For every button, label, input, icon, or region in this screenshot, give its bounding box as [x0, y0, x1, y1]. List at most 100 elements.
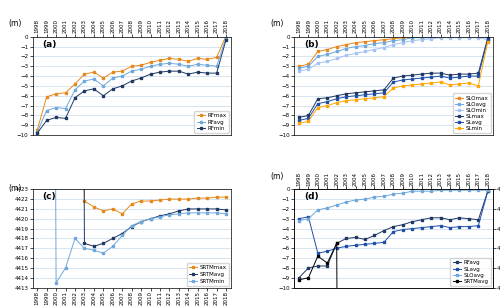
SLavg [466, 74, 472, 78]
RFmax [110, 70, 116, 74]
SLavg [352, 244, 358, 247]
SRTMavg [214, 207, 220, 211]
SRTMmin [214, 211, 220, 215]
SLmax [306, 114, 312, 117]
SLOavg [456, 35, 462, 39]
SRTMmax [186, 197, 192, 201]
SLmin [438, 80, 444, 84]
SLOmin [362, 50, 368, 53]
SRTMmax [157, 198, 163, 202]
SLOavg [362, 44, 368, 47]
Line: SLavg: SLavg [298, 39, 489, 121]
RFmin [53, 116, 59, 119]
Line: RFmax: RFmax [36, 35, 228, 132]
SLmin [324, 104, 330, 107]
RFavg [372, 234, 378, 237]
RFmax [100, 76, 106, 80]
RFavg [204, 63, 210, 67]
RFavg [148, 64, 154, 68]
SLOavg [306, 217, 312, 221]
SLavg [343, 95, 349, 99]
SLOmin [372, 48, 378, 51]
RFavg [343, 237, 349, 240]
RFavg [166, 62, 172, 65]
RFmax [204, 58, 210, 61]
RFavg [34, 130, 40, 134]
RFmax [166, 57, 172, 60]
RFavg [438, 216, 444, 220]
SRTMmax [138, 199, 144, 203]
SLOavg [485, 36, 491, 39]
SLmax [362, 90, 368, 94]
RFavg [390, 225, 396, 229]
SLOmin [324, 59, 330, 63]
SLOavg [438, 188, 444, 192]
SLmin [306, 120, 312, 123]
SLavg [418, 226, 424, 230]
RFmin [157, 70, 163, 74]
Text: (c): (c) [42, 192, 56, 201]
SRTMmin [166, 213, 172, 217]
SLOmax [324, 48, 330, 51]
RFmax [34, 128, 40, 132]
SRTMmax [148, 199, 154, 203]
Text: (a): (a) [42, 40, 57, 49]
RFavg [381, 229, 387, 232]
Text: (m): (m) [8, 184, 22, 193]
SLavg [381, 91, 387, 95]
SLOavg [372, 42, 378, 46]
SLOmin [447, 36, 453, 39]
RFmin [148, 72, 154, 76]
SLavg [456, 75, 462, 79]
SLavg [438, 224, 444, 227]
RFmax [62, 91, 68, 95]
SRTMavg [166, 212, 172, 216]
SLOmax [352, 41, 358, 44]
RFavg [72, 88, 78, 92]
SLOmin [390, 43, 396, 47]
SRTMmin [82, 246, 87, 250]
SLavg [324, 249, 330, 253]
RFmax [128, 64, 134, 68]
SLavg [306, 215, 312, 218]
Legend: RFmax, RFavg, RFmin: RFmax, RFavg, RFmin [194, 111, 229, 133]
SLmin [334, 101, 340, 104]
Text: (b): (b) [304, 40, 319, 49]
SLmax [438, 71, 444, 75]
SRTMavg [334, 241, 340, 245]
SLmin [456, 82, 462, 86]
RFavg [44, 109, 50, 112]
SLOmin [315, 62, 321, 65]
SLOmax [306, 62, 312, 66]
SLOmax [296, 64, 302, 68]
SLOavg [485, 188, 491, 192]
SLOavg [324, 206, 330, 210]
RFavg [119, 74, 125, 78]
SLOavg [428, 36, 434, 39]
SLavg [447, 226, 453, 230]
SLOavg [418, 189, 424, 193]
Line: SLOmin: SLOmin [298, 36, 489, 73]
SLOavg [447, 35, 453, 39]
SLmax [315, 97, 321, 101]
SLOavg [352, 45, 358, 48]
SLOavg [334, 203, 340, 207]
SLavg [400, 228, 406, 231]
SLOavg [466, 35, 472, 39]
SLmin [352, 98, 358, 102]
RFavg [447, 218, 453, 222]
RFmax [157, 58, 163, 62]
SLOavg [381, 194, 387, 198]
RFmin [91, 87, 97, 91]
RFmin [176, 69, 182, 73]
Line: SLOavg: SLOavg [298, 35, 489, 69]
SLmin [372, 96, 378, 99]
SLavg [428, 75, 434, 79]
RFmin [62, 117, 68, 120]
SLOmin [334, 57, 340, 60]
SLOmax [476, 35, 482, 39]
SLmin [466, 81, 472, 85]
SLmax [428, 71, 434, 75]
RFavg [128, 69, 134, 73]
SRTMmax [223, 195, 229, 199]
